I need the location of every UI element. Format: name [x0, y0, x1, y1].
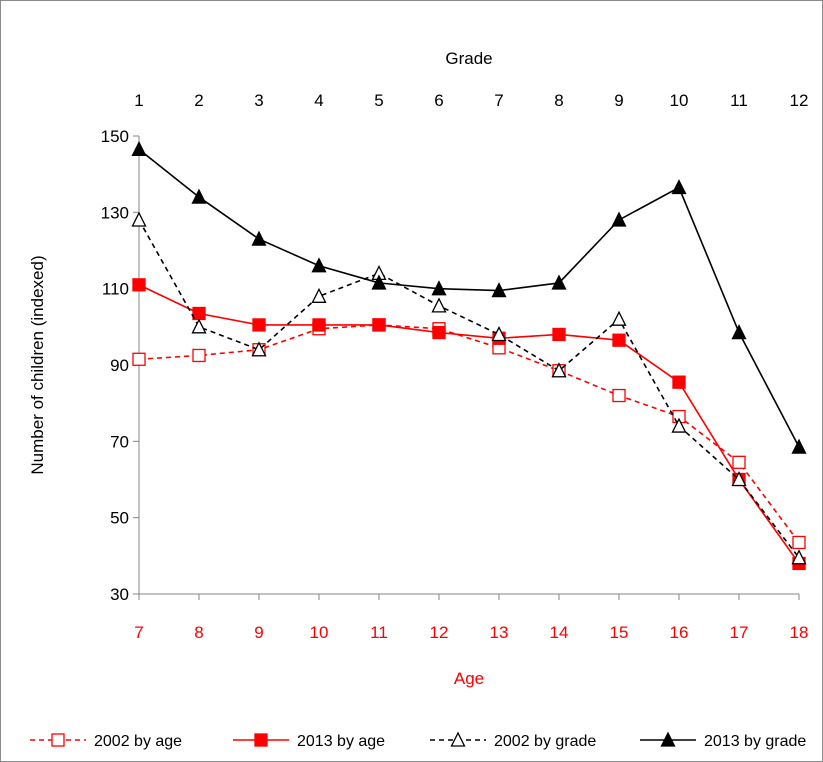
- x-axis-title: Age: [454, 669, 484, 688]
- top-axis-title: Grade: [445, 49, 492, 68]
- data-point-2002-by-age: [132, 352, 146, 366]
- y-tick-label: 50: [110, 509, 129, 528]
- data-point-2013-by-grade: [251, 230, 267, 246]
- data-point-2013-by-age: [192, 306, 206, 321]
- legend-marker-2002-by-age: [51, 733, 65, 747]
- top-tick-label: 7: [494, 91, 503, 110]
- top-tick-label: 2: [194, 91, 203, 110]
- data-point-2013-by-age: [252, 318, 266, 332]
- series-line-2002-by-grade: [138, 219, 800, 559]
- top-tick-label: 6: [434, 91, 443, 110]
- legend-label-2013-by-age: 2013 by age: [297, 733, 385, 750]
- top-tick-label: 1: [134, 91, 143, 110]
- x-tick-label: 14: [550, 623, 569, 642]
- data-point-2002-by-grade: [311, 287, 327, 303]
- y-tick-label: 70: [110, 432, 129, 451]
- data-point-2013-by-age: [672, 375, 686, 389]
- data-point-2013-by-grade: [551, 274, 567, 290]
- y-axis-ticks: 30 50 70 90 110 130 150: [101, 127, 139, 604]
- x-tick-label: 10: [310, 623, 329, 642]
- x-tick-label: 8: [194, 623, 203, 642]
- top-tick-label: 3: [254, 91, 263, 110]
- series-2002-by-grade: [131, 211, 807, 565]
- data-point-2013-by-grade: [131, 140, 147, 157]
- x-tick-label: 17: [730, 623, 749, 642]
- data-point-2002-by-grade: [671, 417, 687, 433]
- series-line-2013-by-age: [138, 284, 800, 564]
- data-point-2013-by-age: [432, 325, 446, 340]
- data-point-2013-by-grade: [371, 274, 387, 290]
- data-point-2002-by-age: [732, 455, 746, 469]
- y-tick-label: 110: [102, 280, 129, 299]
- x-tick-label: 11: [370, 623, 388, 642]
- series-layer: [131, 140, 807, 571]
- legend-marker-2013-by-grade: [660, 731, 676, 747]
- data-point-2002-by-age: [612, 388, 626, 403]
- x-axis-ticks: 7 8 9 10 11 12 13 14 15 16 17 18: [134, 594, 808, 642]
- data-point-2013-by-age: [612, 333, 626, 347]
- legend-label-2013-by-grade: 2013 by grade: [704, 733, 806, 750]
- legend-label-2002-by-grade: 2002 by grade: [494, 733, 596, 750]
- x-tick-label: 9: [254, 623, 263, 642]
- data-point-2002-by-grade: [191, 318, 207, 334]
- series-line-2013-by-grade: [138, 148, 800, 448]
- data-point-2002-by-grade: [491, 326, 507, 342]
- data-point-2013-by-age: [132, 278, 146, 292]
- x-tick-label: 15: [610, 623, 629, 642]
- x-tick-label: 7: [134, 623, 143, 642]
- series-2013-by-grade: [131, 140, 807, 454]
- data-point-2013-by-grade: [611, 211, 627, 227]
- data-point-2002-by-grade: [131, 211, 147, 227]
- data-point-2002-by-grade: [431, 297, 447, 313]
- legend-marker-2002-by-grade: [450, 731, 466, 747]
- legend-marker-2013-by-age: [254, 733, 268, 747]
- x-tick-label: 18: [790, 623, 809, 642]
- y-axis-title: Number of children (indexed): [28, 255, 47, 474]
- data-point-2002-by-age: [192, 348, 206, 363]
- data-point-2013-by-grade: [311, 257, 327, 273]
- top-tick-label: 10: [670, 91, 689, 110]
- series-line-2002-by-age: [138, 324, 800, 543]
- y-tick-label: 130: [101, 203, 129, 222]
- data-point-2002-by-grade: [731, 471, 747, 487]
- data-point-2002-by-grade: [611, 310, 627, 326]
- data-point-2013-by-age: [372, 318, 386, 332]
- data-point-2013-by-grade: [431, 280, 447, 296]
- data-point-2013-by-age: [552, 327, 566, 342]
- y-tick-label: 150: [101, 127, 129, 146]
- y-tick-label: 90: [110, 356, 129, 375]
- data-point-2013-by-grade: [671, 179, 687, 195]
- data-point-2013-by-grade: [791, 438, 807, 454]
- top-tick-label: 5: [374, 91, 383, 110]
- top-tick-label: 9: [614, 91, 623, 110]
- top-tick-label: 8: [554, 91, 563, 110]
- top-tick-label: 11: [730, 91, 748, 110]
- data-point-2002-by-age: [792, 535, 806, 550]
- x-tick-label: 12: [430, 623, 449, 642]
- data-point-2002-by-grade: [551, 362, 567, 378]
- legend: 2002 by age 2013 by age 2002 by grade 2013 …: [30, 731, 806, 750]
- y-tick-label: 30: [110, 585, 129, 604]
- plot-area: [139, 136, 799, 594]
- data-point-2013-by-grade: [731, 324, 747, 340]
- data-point-2013-by-grade: [191, 188, 207, 204]
- data-point-2002-by-grade: [791, 549, 807, 565]
- top-axis-ticks: 1 2 3 4 5 6 7 8 9 10 11 12: [134, 91, 808, 110]
- top-tick-label: 12: [790, 91, 809, 110]
- top-tick-label: 4: [314, 91, 323, 110]
- data-point-2013-by-grade: [491, 282, 507, 298]
- legend-label-2002-by-age: 2002 by age: [94, 733, 182, 750]
- x-tick-label: 16: [670, 623, 689, 642]
- data-point-2002-by-grade: [251, 341, 267, 357]
- data-point-2013-by-age: [312, 318, 326, 332]
- x-tick-label: 13: [490, 623, 509, 642]
